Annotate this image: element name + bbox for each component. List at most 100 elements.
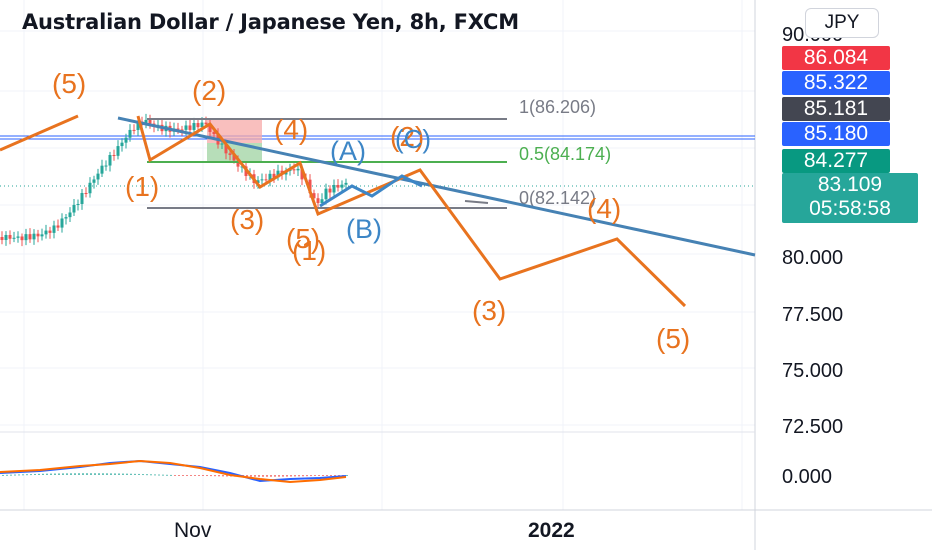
wave-path-corrective	[319, 174, 423, 208]
candle-body	[148, 119, 152, 124]
histogram-bar	[94, 473, 96, 475]
current-price-tag: 83.109 05:58:58	[782, 173, 918, 223]
candle-body	[44, 230, 48, 235]
candle-body	[120, 142, 124, 147]
candle-body	[96, 173, 100, 180]
histogram-bar	[218, 475, 220, 477]
histogram-bar	[278, 475, 280, 477]
candle-body	[28, 234, 32, 240]
wave-label: (1)	[125, 171, 159, 202]
histogram-bar	[330, 475, 332, 476]
candle-body	[272, 173, 276, 178]
fib-connector	[464, 200, 489, 204]
histogram-bar	[250, 475, 252, 477]
candle-body	[76, 203, 80, 205]
candle-body	[184, 125, 188, 130]
price-tag-blue-lower: 85.180	[782, 122, 890, 146]
candle-body	[84, 193, 88, 195]
wave-label: (A)	[330, 136, 366, 166]
bar-countdown: 05:58:58	[809, 197, 891, 220]
wave-label: (5)	[656, 323, 690, 354]
histogram-bar	[58, 473, 60, 475]
candle-body	[220, 143, 224, 145]
histogram-bar	[18, 474, 20, 476]
histogram-bar	[146, 474, 148, 476]
candle-body	[124, 137, 128, 143]
candle-body	[228, 153, 232, 155]
histogram-bar	[10, 474, 12, 476]
histogram-bar	[258, 475, 260, 477]
histogram-bar	[162, 474, 164, 476]
wave-path-prior	[0, 114, 79, 152]
time-axis-label-nov: Nov	[174, 519, 212, 542]
candle-body	[0, 237, 4, 241]
histogram-bar	[174, 475, 176, 476]
candle-body	[204, 122, 208, 125]
histogram-bar	[22, 474, 24, 476]
candle-body	[256, 180, 260, 184]
histogram-bar	[46, 473, 48, 475]
candle-body	[332, 184, 336, 193]
histogram-bar	[38, 473, 40, 475]
candle-body	[212, 131, 216, 135]
histogram-bar	[166, 474, 168, 476]
histogram-bar	[130, 473, 132, 475]
candle-body	[344, 182, 348, 185]
histogram-bar	[294, 475, 296, 477]
wave-label: (4)	[587, 193, 621, 224]
candle-body	[112, 155, 116, 157]
candle-body	[60, 218, 64, 228]
histogram-bar	[98, 473, 100, 475]
histogram-bar	[182, 475, 184, 476]
currency-button[interactable]: JPY	[805, 8, 879, 38]
candle-body	[176, 128, 180, 130]
candle-body	[24, 234, 28, 241]
histogram-bar	[54, 473, 56, 475]
candle-body	[268, 173, 272, 181]
candle-body	[64, 217, 68, 219]
histogram-bar	[66, 473, 68, 475]
candle-body	[12, 237, 16, 239]
price-tag-high: 86.084	[782, 46, 890, 70]
fib-label-1: 1(86.206)	[519, 97, 596, 117]
histogram-bar	[194, 475, 196, 476]
candle-body	[196, 123, 200, 128]
price-tag-gray: 85.181	[782, 97, 890, 121]
candle-body	[48, 230, 52, 233]
wave-label: (C)	[395, 124, 431, 154]
candle-body	[340, 184, 344, 188]
candle-body	[308, 179, 312, 194]
wave-path-impulse	[136, 115, 687, 308]
candle-body	[80, 193, 84, 204]
histogram-bar	[102, 473, 104, 475]
histogram-bar	[134, 473, 136, 475]
histogram-bar	[150, 474, 152, 476]
histogram-bar	[318, 475, 320, 476]
histogram-bar	[246, 475, 248, 477]
candle-body	[132, 129, 136, 131]
histogram-bar	[110, 473, 112, 475]
wave-label: (4)	[274, 114, 308, 145]
histogram-bar	[190, 475, 192, 476]
candle-body	[208, 124, 212, 132]
histogram-bar	[122, 473, 124, 475]
histogram-bar	[266, 475, 268, 477]
candle-body	[20, 236, 24, 241]
histogram-bar	[306, 475, 308, 477]
current-price-value: 83.109	[817, 173, 883, 196]
price-tag-green: 84.277	[782, 149, 890, 173]
fib-label-0: 0(82.142)	[519, 188, 596, 208]
histogram-bar	[62, 473, 64, 475]
histogram-bar	[50, 473, 52, 475]
histogram-bar	[298, 475, 300, 477]
histogram-bar	[314, 475, 316, 476]
histogram-bar	[210, 475, 212, 477]
candle-body	[292, 169, 296, 171]
candle-body	[324, 188, 328, 200]
candle-body	[108, 155, 112, 166]
candle-body	[104, 165, 108, 167]
histogram-bar	[86, 473, 88, 475]
candle-body	[260, 179, 264, 181]
